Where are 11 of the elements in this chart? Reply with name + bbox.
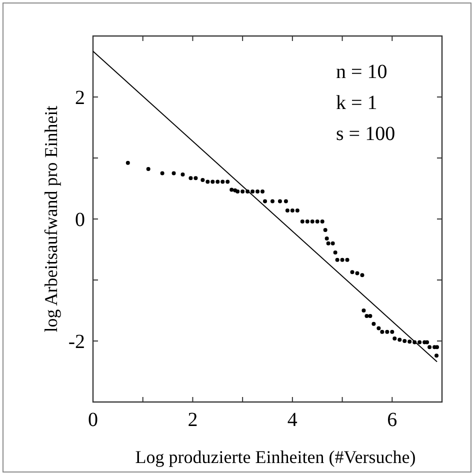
x-axis-title: Log produzierte Einheiten (#Versuche) [135, 447, 416, 467]
y-tick-label: 0 [75, 209, 85, 231]
x-tick-label: 2 [188, 409, 198, 431]
x-tick-label: 6 [387, 409, 398, 431]
y-tick-label: -2 [68, 331, 85, 353]
y-tick-label: 2 [75, 87, 85, 109]
annotation: k = 1 [336, 92, 378, 114]
annotation: s = 100 [336, 123, 396, 145]
y-axis-title: log Arbeitsaufwand pro Einheit [41, 106, 61, 332]
annotation: n = 10 [336, 61, 388, 83]
x-tick-label: 4 [287, 409, 298, 431]
